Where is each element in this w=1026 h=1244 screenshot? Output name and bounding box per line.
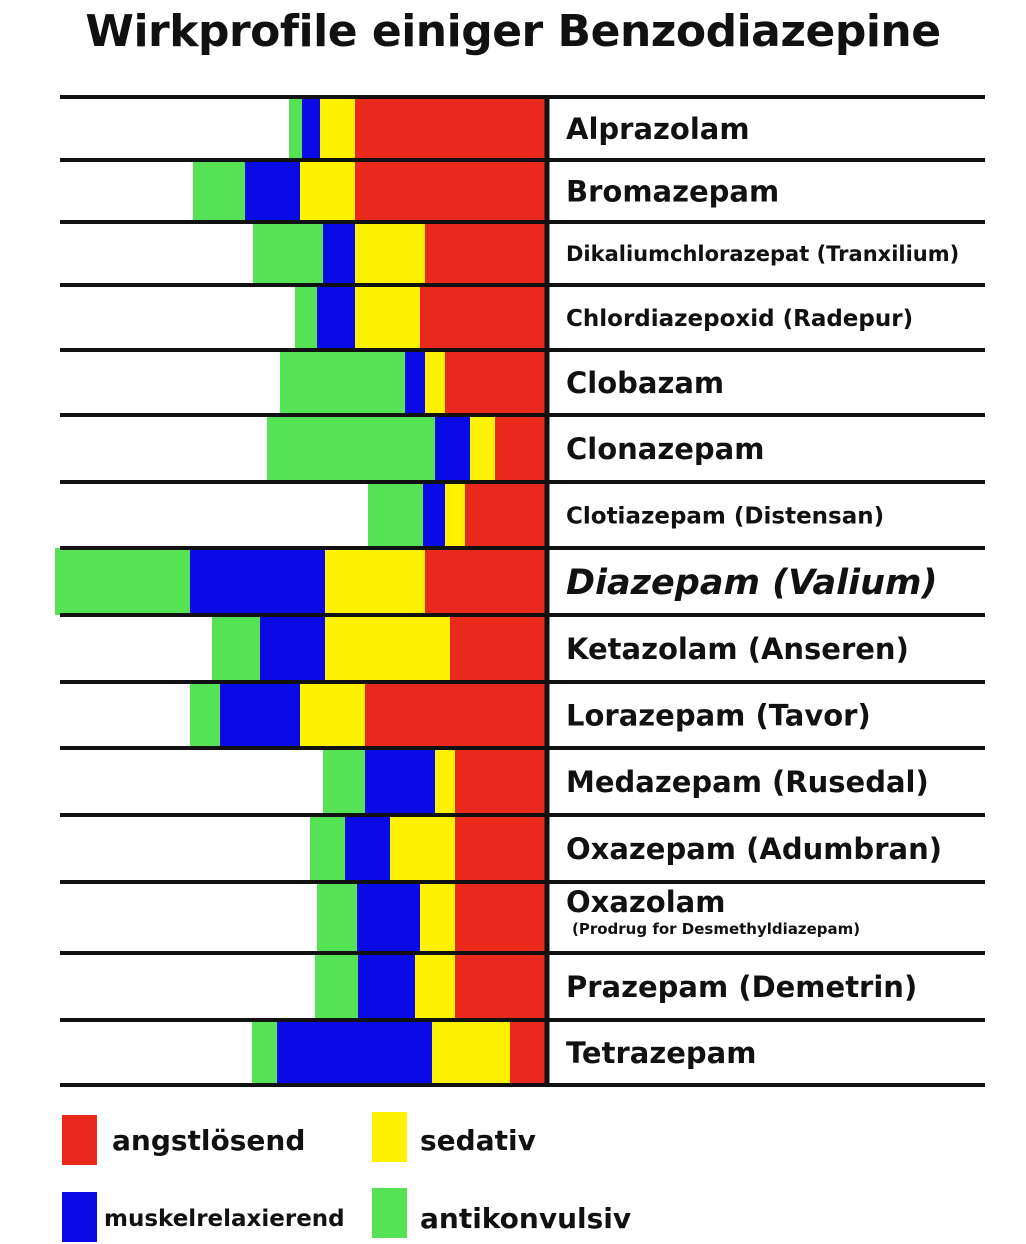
bar-medazepam-rusedal-antikonvulsiv [323, 748, 365, 815]
bar-clotiazepam-distensan-muskelrelaxierend [423, 482, 445, 548]
legend-swatch-muskelrelaxierend [62, 1192, 97, 1242]
bar-tetrazepam-antikonvulsiv [252, 1020, 277, 1085]
legend-label-sedativ: sedativ [420, 1124, 536, 1157]
bar-clonazepam-sedativ [470, 415, 495, 482]
bar-ketazolam-anseren-sedativ [325, 615, 450, 682]
label-clonazepam: Clonazepam [566, 432, 764, 466]
bar-prazepam-demetrin-angstloesend [455, 953, 545, 1020]
drug-labels: Alprazolam Bromazepam Dikaliumchlorazepat … [566, 112, 959, 1070]
bar-chlordiazepoxid-radepur-antikonvulsiv [295, 285, 317, 350]
legend-label-antikonvulsiv: antikonvulsiv [420, 1202, 631, 1235]
bar-oxazolam-muskelrelaxierend [357, 882, 420, 953]
bar-bromazepam-muskelrelaxierend [245, 160, 300, 222]
bar-oxazepam-adumbran-antikonvulsiv [310, 815, 345, 882]
bar-diazepam-valium-sedativ [325, 548, 425, 615]
bar-diazepam-valium-muskelrelaxierend [190, 548, 325, 615]
label-alprazolam: Alprazolam [566, 112, 750, 146]
bars-group [55, 97, 545, 1085]
bar-medazepam-rusedal-sedativ [435, 748, 455, 815]
bar-clobazam-sedativ [425, 350, 445, 415]
bar-prazepam-demetrin-antikonvulsiv [315, 953, 358, 1020]
bar-lorazepam-tavor-antikonvulsiv [190, 682, 220, 748]
label-diazepam-valium: Diazepam (Valium) [566, 563, 937, 603]
bar-chlordiazepoxid-radepur-angstloesend [420, 285, 545, 350]
bar-clotiazepam-distensan-angstloesend [465, 482, 545, 548]
bar-oxazepam-adumbran-muskelrelaxierend [345, 815, 390, 882]
bar-alprazolam-muskelrelaxierend [302, 97, 320, 160]
label-clotiazepam-distensan: Clotiazepam (Distensan) [566, 503, 884, 529]
bar-oxazolam-angstloesend [455, 882, 545, 953]
bar-chlordiazepoxid-radepur-muskelrelaxierend [317, 285, 355, 350]
bar-clobazam-angstloesend [445, 350, 545, 415]
label-medazepam-rusedal: Medazepam (Rusedal) [566, 765, 929, 799]
bar-ketazolam-anseren-muskelrelaxierend [260, 615, 325, 682]
label-oxazepam-adumbran: Oxazepam (Adumbran) [566, 832, 942, 866]
chart-title: Wirkprofile einiger Benzodiazepine [85, 6, 941, 57]
legend-label-angstloesend: angstlösend [112, 1124, 305, 1157]
bar-clonazepam-antikonvulsiv [267, 415, 435, 482]
bar-clobazam-antikonvulsiv [280, 350, 405, 415]
bar-lorazepam-tavor-angstloesend [365, 682, 545, 748]
bar-ketazolam-anseren-antikonvulsiv [212, 615, 260, 682]
label-clobazam: Clobazam [566, 366, 724, 400]
bar-alprazolam-antikonvulsiv [289, 97, 302, 160]
label-lorazepam-tavor: Lorazepam (Tavor) [566, 698, 871, 732]
bar-dikaliumchlorazepat-tranxilium-sedativ [355, 222, 425, 285]
label-oxazolam: Oxazolam [566, 885, 725, 919]
bar-dikaliumchlorazepat-tranxilium-muskelrelaxierend [323, 222, 355, 285]
bar-oxazepam-adumbran-angstloesend [455, 815, 545, 882]
bar-alprazolam-angstloesend [355, 97, 545, 160]
label-ketazolam-anseren: Ketazolam (Anseren) [566, 632, 909, 666]
bar-dikaliumchlorazepat-tranxilium-antikonvulsiv [253, 222, 323, 285]
row-dividers [60, 95, 985, 1087]
bar-clobazam-muskelrelaxierend [405, 350, 425, 415]
bar-oxazolam-sedativ [420, 882, 455, 953]
legend-swatch-sedativ [372, 1112, 407, 1162]
label-chlordiazepoxid-radepur: Chlordiazepoxid (Radepur) [566, 306, 913, 332]
bar-diazepam-valium-antikonvulsiv [55, 548, 190, 615]
bar-oxazolam-antikonvulsiv [317, 882, 357, 953]
bar-clonazepam-angstloesend [495, 415, 545, 482]
bar-ketazolam-anseren-angstloesend [450, 615, 545, 682]
label-oxazolam-subtitle: (Prodrug for Desmethyldiazepam) [572, 920, 860, 938]
bar-clonazepam-muskelrelaxierend [435, 415, 470, 482]
label-prazepam-demetrin: Prazepam (Demetrin) [566, 970, 917, 1004]
bar-oxazepam-adumbran-sedativ [390, 815, 455, 882]
label-tetrazepam: Tetrazepam [566, 1036, 756, 1070]
bar-tetrazepam-sedativ [432, 1020, 510, 1085]
bar-clotiazepam-distensan-sedativ [445, 482, 465, 548]
bar-diazepam-valium-angstloesend [425, 548, 545, 615]
bar-medazepam-rusedal-muskelrelaxierend [365, 748, 435, 815]
label-dikaliumchlorazepat-tranxilium: Dikaliumchlorazepat (Tranxilium) [566, 242, 959, 266]
legend-label-muskelrelaxierend: muskelrelaxierend [104, 1206, 345, 1232]
bar-lorazepam-tavor-sedativ [300, 682, 365, 748]
bar-medazepam-rusedal-angstloesend [455, 748, 545, 815]
bar-chlordiazepoxid-radepur-sedativ [355, 285, 420, 350]
bar-lorazepam-tavor-muskelrelaxierend [220, 682, 300, 748]
bar-bromazepam-antikonvulsiv [193, 160, 245, 222]
bar-clotiazepam-distensan-antikonvulsiv [368, 482, 423, 548]
bar-tetrazepam-muskelrelaxierend [277, 1020, 432, 1085]
legend: angstlösend sedativ muskelrelaxierend antik… [62, 1112, 631, 1242]
legend-swatch-angstloesend [62, 1115, 97, 1165]
legend-swatch-antikonvulsiv [372, 1188, 407, 1238]
bar-prazepam-demetrin-sedativ [415, 953, 455, 1020]
bar-alprazolam-sedativ [320, 97, 355, 160]
label-bromazepam: Bromazepam [566, 174, 779, 208]
bar-prazepam-demetrin-muskelrelaxierend [358, 953, 415, 1020]
bar-tetrazepam-angstloesend [510, 1020, 545, 1085]
bar-dikaliumchlorazepat-tranxilium-angstloesend [425, 222, 545, 285]
bar-bromazepam-sedativ [300, 160, 355, 222]
bar-bromazepam-angstloesend [355, 160, 545, 222]
